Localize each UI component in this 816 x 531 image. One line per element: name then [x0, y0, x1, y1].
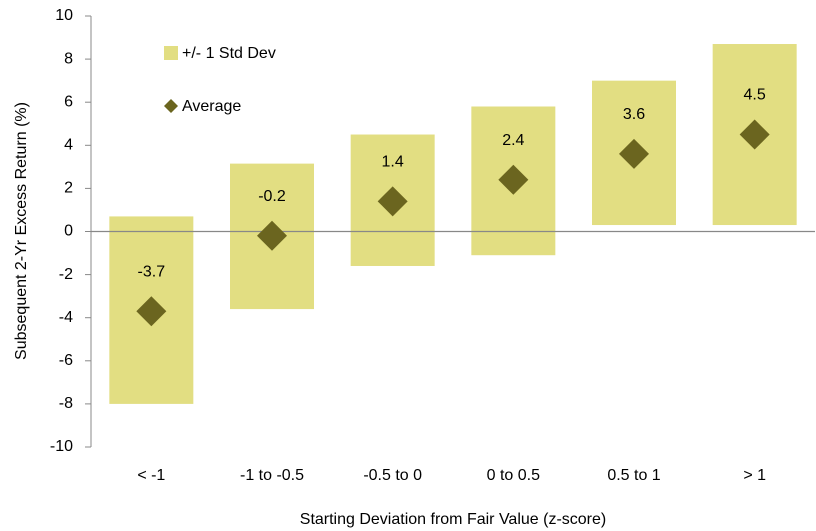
- legend-label: Average: [182, 98, 241, 115]
- data-label: -0.2: [258, 188, 286, 205]
- y-tick-label: 6: [64, 93, 73, 110]
- x-tick-label: -1 to -0.5: [240, 467, 304, 484]
- data-label: -3.7: [138, 263, 166, 280]
- average-marker: [739, 119, 770, 150]
- average-marker: [257, 220, 287, 251]
- average-marker: [498, 164, 529, 195]
- y-tick-label: 8: [64, 50, 73, 67]
- y-tick-label: -4: [59, 309, 73, 326]
- x-tick-label: -0.5 to 0: [363, 467, 422, 484]
- y-tick-label: -6: [59, 352, 73, 369]
- y-tick-label: 4: [64, 137, 73, 154]
- average-marker: [377, 186, 408, 217]
- average-marker: [136, 296, 167, 327]
- data-label: 3.6: [623, 106, 645, 123]
- y-tick-label: 10: [55, 7, 73, 24]
- legend-label: +/- 1 Std Dev: [182, 45, 276, 62]
- data-label: 1.4: [382, 154, 404, 171]
- average-marker: [619, 138, 649, 169]
- data-label: 4.5: [744, 87, 766, 104]
- legend-swatch: [164, 46, 178, 60]
- x-axis-title: Starting Deviation from Fair Value (z-sc…: [300, 511, 606, 528]
- x-tick-label: 0 to 0.5: [487, 467, 540, 484]
- y-axis-title: Subsequent 2-Yr Excess Return (%): [13, 102, 30, 360]
- x-tick-label: > 1: [743, 467, 766, 484]
- y-tick-label: 0: [64, 223, 73, 240]
- x-tick-label: 0.5 to 1: [607, 467, 660, 484]
- x-tick-label: < -1: [137, 467, 165, 484]
- y-tick-label: -10: [50, 438, 73, 455]
- y-tick-label: 2: [64, 180, 73, 197]
- y-tick-label: -8: [59, 395, 73, 412]
- y-tick-label: -2: [59, 266, 73, 283]
- data-label: 2.4: [502, 132, 524, 149]
- legend-swatch: [164, 99, 178, 113]
